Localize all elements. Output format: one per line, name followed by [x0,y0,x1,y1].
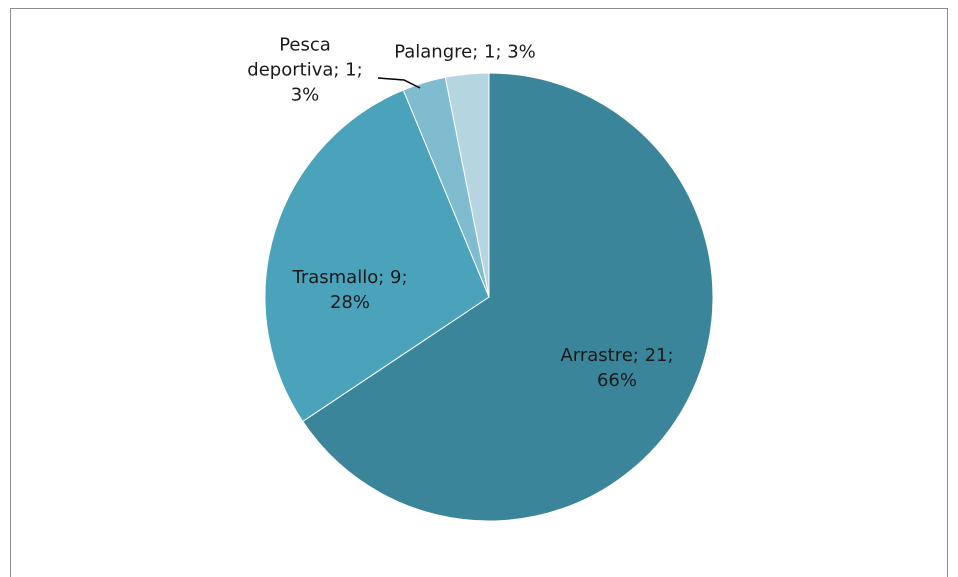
pie-slice [444,72,490,298]
data-label: Palangre; 1; 3% [394,41,536,63]
data-label: Trasmallo; 9; 28% [292,267,408,313]
data-label: Arrastre; 21; 66% [560,345,674,391]
leader-line [377,77,421,89]
pie-slice [264,89,490,423]
data-label: Pesca deportiva; 1; 3% [247,34,363,106]
pie-slice [302,72,714,522]
